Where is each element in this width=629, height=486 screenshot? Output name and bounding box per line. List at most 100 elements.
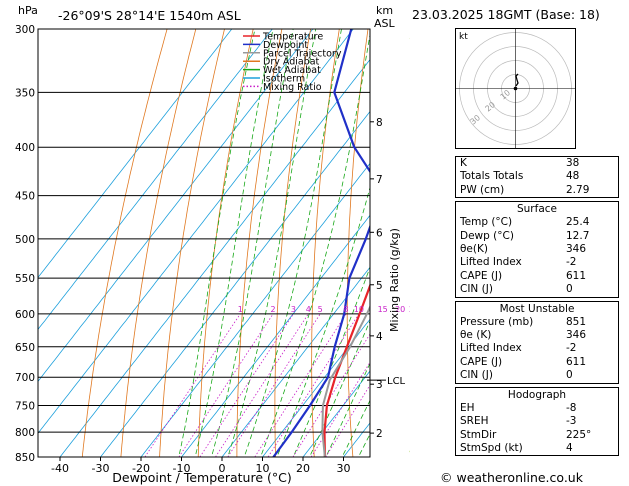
- x-tick-label: 30: [337, 462, 351, 475]
- mixing-ratio-label: 5: [318, 305, 323, 314]
- surface-row-dewp: Dewp (°C) 12.7: [460, 229, 590, 242]
- isotherm-line: [302, 370, 370, 457]
- height-unit-label: km: [376, 4, 393, 17]
- hodograph: kt 10 20 30: [455, 28, 576, 149]
- km-tick-label: 7: [376, 174, 383, 186]
- index-row-k: K 38: [460, 157, 580, 169]
- dry-adiabat-line: [197, 29, 254, 457]
- mixing-ratio-label: 4: [306, 305, 311, 314]
- datetime-label: 23.03.2025 18GMT (Base: 18): [412, 7, 600, 22]
- legend-label: Wet Adiabat: [263, 65, 321, 76]
- surface-row-cape: CAPE (J) 611: [460, 269, 587, 282]
- km-tick-label: 8: [376, 117, 383, 129]
- x-tick-label: -20: [132, 462, 150, 475]
- mixing-ratio-line: [267, 313, 360, 457]
- wet-adiabat-line: [292, 266, 370, 457]
- pressure-tick-label: 350: [15, 87, 35, 99]
- km-tick-label: 5: [376, 280, 383, 292]
- legend-label: Temperature: [262, 32, 323, 43]
- pressure-tick-label: 300: [15, 24, 35, 36]
- pressure-tick-label: 700: [15, 372, 35, 384]
- surface-row-li: Lifted Index -2: [460, 256, 577, 269]
- x-tick-label: -40: [51, 462, 69, 475]
- mixing-ratio-label: 1: [238, 305, 243, 314]
- dry-adiabat-line: [159, 29, 225, 457]
- isotherm-line: [221, 266, 370, 457]
- pressure-tick-label: 800: [15, 427, 35, 439]
- hodo-row-stmdir: StmDir 225°: [460, 428, 592, 441]
- mu-row-pressure: Pressure (mb) 851: [460, 315, 587, 328]
- pressure-tick-label: 750: [15, 401, 35, 413]
- isotherm-line: [140, 162, 370, 457]
- most-unstable-title: Most Unstable: [499, 302, 575, 315]
- wet-adiabat-line: [194, 29, 274, 457]
- hodograph-table: Hodograph EH -8 SREH -3 StmDir 225° StmSpd …: [455, 386, 619, 457]
- dry-adiabat-line: [274, 29, 311, 457]
- isotherm-line: [38, 29, 273, 331]
- isotherm-line: [59, 58, 370, 457]
- hodograph-table-title: Hodograph: [507, 388, 567, 401]
- pressure-tick-label: 550: [15, 273, 35, 285]
- surface-row-thetae: θe(K) 346: [460, 243, 587, 256]
- mixing-ratio-label: 10: [354, 305, 364, 314]
- mixing-ratio-label: 15: [378, 305, 388, 314]
- legend-label: Mixing Ratio: [263, 82, 322, 93]
- mixing-ratio-label: 2: [271, 305, 276, 314]
- hodograph-unit-label: kt: [459, 32, 468, 42]
- mixing-ratio-line: [178, 313, 274, 457]
- wet-adiabat-line: [276, 185, 370, 457]
- dry-adiabat-line: [311, 29, 340, 457]
- hodograph-storm-marker: [513, 86, 518, 91]
- wet-adiabat-line: [309, 319, 370, 457]
- pressure-tick-label: 400: [15, 142, 35, 154]
- mixing-ratio-line: [215, 313, 309, 457]
- mu-row-li: Lifted Index -2: [460, 342, 577, 355]
- mixing-ratio-line: [144, 313, 241, 457]
- x-tick-label: -30: [92, 462, 110, 475]
- hodo-row-stmspd: StmSpd (kt) 4: [460, 441, 573, 454]
- plot-frame: [37, 28, 371, 458]
- index-row-pw: PW (cm) 2.79: [460, 183, 590, 196]
- isotherm-line: [38, 29, 314, 383]
- index-row-totals: Totals Totals 48: [460, 170, 580, 183]
- copyright-footer: © weatheronline.co.uk: [440, 470, 583, 485]
- pressure-tick-label: 850: [15, 452, 35, 464]
- mu-row-cin: CIN (J) 0: [460, 369, 573, 382]
- parcel-trajectory-line: [321, 304, 370, 457]
- x-axis-label: Dewpoint / Temperature (°C): [112, 470, 291, 485]
- surface-title: Surface: [516, 203, 557, 216]
- dewpoint-line: [272, 29, 370, 457]
- most-unstable-table: Most Unstable Pressure (mb) 851 θe (K) 346…: [455, 300, 619, 384]
- mixing-ratio-label: 3: [291, 305, 296, 314]
- indices-table: K 38 Totals Totals 48 PW (cm) 2.79: [455, 156, 619, 199]
- wet-adiabat-line: [178, 29, 256, 457]
- km-tick-label: 3: [376, 379, 383, 391]
- pressure-tick-label: 650: [15, 342, 35, 354]
- mixing-ratio-line: [227, 313, 321, 457]
- wet-adiabat-line: [227, 29, 317, 457]
- surface-table: Surface Temp (°C) 25.4 Dewp (°C) 12.7 θe(K…: [455, 201, 619, 298]
- isotherm-line: [100, 110, 370, 457]
- isotherm-line: [38, 29, 233, 279]
- x-tick-label: 10: [256, 462, 270, 475]
- isotherm-line: [181, 214, 370, 457]
- isotherm-line: [262, 318, 370, 457]
- wet-adiabat-line: [325, 362, 370, 457]
- x-tick-label: -10: [173, 462, 191, 475]
- mixing-ratio-axis-label: Mixing Ratio (g/kg): [388, 228, 401, 332]
- mixing-ratio-line: [199, 313, 294, 457]
- wet-adiabat-line: [243, 29, 342, 457]
- height-unit-label-2: ASL: [374, 17, 396, 30]
- hodo-row-sreh: SREH -3: [460, 415, 577, 428]
- legend-label: Parcel Trajectory: [263, 48, 342, 59]
- legend-label: Dewpoint: [263, 40, 308, 51]
- wet-adiabat-line: [211, 29, 294, 457]
- legend-label: Dry Adiabat: [263, 57, 320, 68]
- dry-adiabat-line: [81, 29, 168, 457]
- lcl-label: LCL: [387, 376, 406, 387]
- wet-adiabat-line: [341, 399, 370, 457]
- km-tick-label: 4: [376, 331, 383, 343]
- mu-row-cape: CAPE (J) 611: [460, 355, 587, 368]
- isotherm-line: [38, 29, 354, 434]
- dry-adiabat-line: [236, 29, 283, 457]
